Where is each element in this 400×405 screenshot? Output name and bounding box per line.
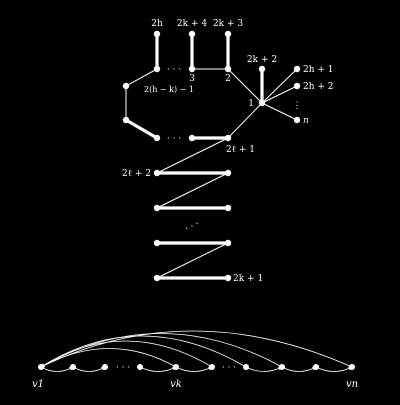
label-2: 2 — [225, 74, 231, 84]
sequence-steps — [40, 366, 353, 372]
ladder-diag-1 — [156, 172, 229, 209]
seq-vertex-6 — [209, 364, 215, 370]
seq-label-vk: vk — [170, 379, 182, 390]
edge-1-to-n — [261, 102, 298, 121]
seq-vertex-4 — [137, 364, 143, 370]
vertex-ladder-l4 — [153, 274, 161, 282]
vertex-2 — [224, 65, 232, 73]
label-2k1: 2k + 1 — [233, 274, 263, 284]
vertex-2k2 — [258, 65, 266, 73]
step-7 — [315, 366, 353, 372]
seq-vertex-vk — [173, 364, 179, 370]
step-6 — [281, 366, 317, 372]
vertex-2h-bottom — [153, 65, 161, 73]
vertex-mid-a — [153, 134, 161, 142]
seq-vertex-v1 — [38, 364, 44, 370]
vertex-3 — [188, 65, 196, 73]
ellipsis-mid: · · · — [167, 134, 181, 144]
step-5 — [245, 366, 283, 372]
vertex-2l1 — [224, 134, 232, 142]
vertex-mid-b — [188, 134, 196, 142]
edge-1-to-2h2 — [261, 85, 298, 104]
label-1: 1 — [248, 99, 254, 109]
arc-from-v7 — [40, 333, 283, 368]
seq-vertex-2 — [70, 364, 76, 370]
vertex-2k1 — [224, 274, 232, 282]
edge-1-to-2h1 — [261, 68, 298, 104]
arc-from-vn — [40, 330, 353, 368]
arc-from-v5 — [40, 340, 213, 368]
edge-2l1-to-1 — [227, 102, 263, 139]
seq-vertex-8 — [279, 364, 285, 370]
arc-from-v6 — [40, 335, 247, 368]
sequence-vertices — [38, 364, 355, 370]
edge-2l1-to-2l2 — [156, 137, 229, 174]
seq-vertex-3 — [102, 364, 108, 370]
edge-2-to-1 — [227, 68, 263, 104]
step-2 — [72, 366, 106, 372]
vertex-ladder-r1 — [224, 169, 232, 177]
vertex-ladder-l3 — [153, 239, 161, 247]
sequence-arcs — [40, 330, 353, 368]
label-2l2: 2ℓ + 2 — [122, 169, 151, 179]
vertex-2k3-top — [224, 30, 232, 38]
ellipsis-right-vertical: ⋮ — [293, 101, 302, 111]
vertex-ladder-l2 — [153, 204, 161, 212]
edge-2h-to-2hk1 — [125, 68, 158, 87]
vertex-2h2 — [293, 82, 301, 90]
vertex-2h1 — [293, 65, 301, 73]
label-2k4: 2k + 4 — [177, 19, 207, 29]
seq-vertex-9 — [313, 364, 319, 370]
vertex-n — [293, 116, 301, 124]
label-3: 3 — [189, 74, 195, 84]
vertex-2hk1 — [122, 82, 130, 90]
upper-graph-edges — [125, 34, 298, 280]
upper-graph-labels: 2h 2k + 4 2k + 3 3 2 2k + 2 2h + 1 2h + … — [122, 19, 334, 284]
vertex-2h-top — [153, 30, 161, 38]
edge-mid-left-thick — [125, 118, 158, 140]
seq-dots-left: · · · — [116, 363, 130, 373]
vertex-left-lower — [122, 116, 130, 124]
label-2k3: 2k + 3 — [213, 19, 243, 29]
upper-graph-vertices — [122, 30, 301, 282]
seq-label-v1: v1 — [32, 379, 44, 390]
ladder-diag-3 — [156, 242, 229, 279]
ellipsis-ladder: · · · — [184, 219, 201, 234]
label-2hk1: 2(h − k) − 1 — [144, 85, 194, 94]
sequence-labels: · · · · · · v1 vk vn — [32, 363, 358, 390]
label-2l1: 2ℓ + 1 — [226, 145, 255, 155]
step-3 — [139, 366, 177, 372]
ellipsis-top: · · · — [167, 65, 181, 75]
seq-vertex-vn — [349, 364, 355, 370]
vertex-2l2 — [153, 169, 161, 177]
seq-dots-right: · · · — [222, 363, 236, 373]
seq-vertex-7 — [243, 364, 249, 370]
vertex-2k4-top — [188, 30, 196, 38]
step-1 — [40, 366, 74, 372]
label-2h: 2h — [151, 19, 163, 29]
label-n: n — [303, 116, 309, 126]
step-4 — [175, 366, 213, 372]
label-2k2: 2k + 2 — [247, 55, 277, 65]
vertex-ladder-r2 — [224, 204, 232, 212]
vertex-1 — [258, 99, 266, 107]
vertex-ladder-r3 — [224, 239, 232, 247]
label-2h2: 2h + 2 — [303, 82, 334, 92]
seq-label-vn: vn — [346, 379, 358, 390]
label-2h1: 2h + 1 — [303, 65, 334, 75]
